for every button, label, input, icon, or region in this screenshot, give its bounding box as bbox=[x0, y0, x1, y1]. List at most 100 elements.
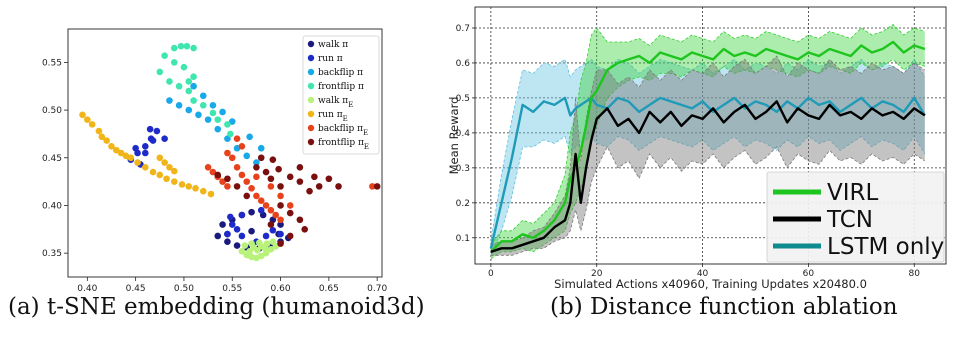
band-edge-lower bbox=[490, 58, 925, 260]
x-tick-label: 0.45 bbox=[126, 284, 146, 292]
scatter-point bbox=[269, 238, 277, 246]
x-tick-label: 0.60 bbox=[271, 284, 291, 292]
x-axis-label: Simulated Actions x40960, Training Updat… bbox=[554, 277, 867, 291]
scatter-point bbox=[195, 111, 202, 119]
scatter-point bbox=[243, 152, 251, 160]
scatter-point bbox=[233, 135, 241, 142]
y-tick-label: 0.45 bbox=[42, 154, 62, 164]
scatter-point bbox=[277, 183, 284, 190]
x-tick-label: 80 bbox=[909, 269, 921, 279]
scatter-point bbox=[253, 173, 260, 181]
x-tick-label: 0.50 bbox=[174, 284, 194, 292]
scatter-point bbox=[267, 183, 275, 190]
scatter-point bbox=[277, 230, 284, 238]
scatter-point bbox=[296, 178, 304, 185]
y-tick-label: 0.5 bbox=[456, 94, 470, 104]
scatter-point bbox=[185, 87, 193, 95]
scatter-point bbox=[248, 227, 255, 235]
scatter-point bbox=[227, 213, 234, 221]
scatter-point bbox=[272, 243, 280, 250]
scatter-point bbox=[238, 247, 246, 255]
scatter-series bbox=[238, 238, 280, 262]
scatter-point bbox=[262, 202, 270, 209]
scatter-point bbox=[156, 68, 164, 76]
scatter-point bbox=[190, 44, 197, 52]
scatter-point bbox=[170, 44, 178, 52]
scatter-point bbox=[95, 127, 103, 135]
scatter-point bbox=[267, 246, 275, 253]
mean-line bbox=[490, 100, 926, 253]
scatter-point bbox=[79, 111, 86, 119]
scatter-point bbox=[286, 209, 294, 217]
scatter-point bbox=[306, 187, 313, 195]
scatter-point bbox=[315, 183, 323, 190]
x-tick-label: 0.40 bbox=[77, 284, 97, 292]
scatter-point bbox=[224, 121, 231, 128]
scatter-point bbox=[204, 164, 212, 171]
scatter-point bbox=[286, 232, 294, 240]
scatter-point bbox=[183, 42, 191, 50]
legend-label: frontflip πE bbox=[318, 138, 369, 151]
scatter-point bbox=[127, 154, 135, 162]
scatter-point bbox=[250, 244, 257, 251]
y-tick-label: 0.6 bbox=[456, 59, 471, 69]
legend-label: run π bbox=[318, 54, 343, 64]
legend-label: LSTM only bbox=[827, 234, 944, 260]
scatter-point bbox=[214, 125, 222, 133]
scatter-point bbox=[257, 154, 265, 162]
scatter-point bbox=[84, 116, 91, 123]
scatter-point bbox=[199, 102, 207, 109]
scatter-point bbox=[248, 184, 255, 192]
y-tick-label: 0.50 bbox=[42, 106, 62, 116]
scatter-series bbox=[79, 111, 215, 198]
scatter-point bbox=[166, 78, 173, 85]
scatter-point bbox=[214, 116, 222, 123]
scatter-point bbox=[253, 159, 260, 166]
scatter-point bbox=[224, 230, 231, 238]
scatter-point bbox=[214, 232, 222, 240]
scatter-point bbox=[134, 159, 141, 166]
scatter-point bbox=[267, 175, 275, 183]
scatter-point bbox=[257, 252, 265, 260]
scatter-point bbox=[147, 135, 155, 142]
scatter-point bbox=[253, 192, 260, 200]
scatter-point bbox=[224, 135, 231, 142]
figure: 0.40 0.45 0.50 0.55 0.60 0.65 0.700.350.400.45… bbox=[42, 6, 947, 292]
y-tick-label: 0.2 bbox=[456, 199, 470, 209]
scatter-point bbox=[233, 226, 241, 233]
x-tick-label: 40 bbox=[697, 269, 709, 279]
scatter-point bbox=[108, 143, 115, 150]
scatter-point bbox=[175, 102, 183, 109]
band-edge-upper bbox=[490, 55, 926, 246]
scatter-point bbox=[141, 143, 149, 150]
scatter-point bbox=[241, 242, 249, 249]
legend-label: run πE bbox=[318, 110, 348, 123]
scatter-point bbox=[192, 184, 199, 192]
scatter-point bbox=[369, 183, 376, 190]
scatter-point bbox=[161, 159, 168, 166]
scatter-point bbox=[277, 202, 284, 209]
scatter-point bbox=[199, 92, 207, 100]
band-edge-lower bbox=[490, 146, 926, 256]
scatter-point bbox=[149, 168, 157, 176]
scatter-point bbox=[257, 206, 265, 214]
legend-marker bbox=[307, 68, 315, 76]
scatter-point bbox=[246, 133, 253, 141]
scatter-point bbox=[269, 156, 277, 163]
legend-marker bbox=[307, 124, 315, 132]
scatter-point bbox=[141, 149, 149, 157]
scatter-point bbox=[238, 211, 246, 219]
x-tick-label: 0.70 bbox=[367, 284, 387, 292]
scatter-point bbox=[257, 197, 265, 204]
legend-marker bbox=[307, 138, 315, 146]
scatter-point bbox=[219, 178, 226, 185]
scatter-point bbox=[117, 149, 125, 157]
scatter-point bbox=[204, 116, 212, 123]
scatter-point bbox=[277, 221, 284, 228]
legend-label: frontflip π bbox=[318, 82, 364, 92]
scatter-point bbox=[296, 164, 304, 171]
scatter-series bbox=[156, 42, 234, 138]
scatter-point bbox=[163, 175, 170, 183]
scatter-point bbox=[277, 216, 284, 224]
scatter-point bbox=[248, 208, 255, 216]
